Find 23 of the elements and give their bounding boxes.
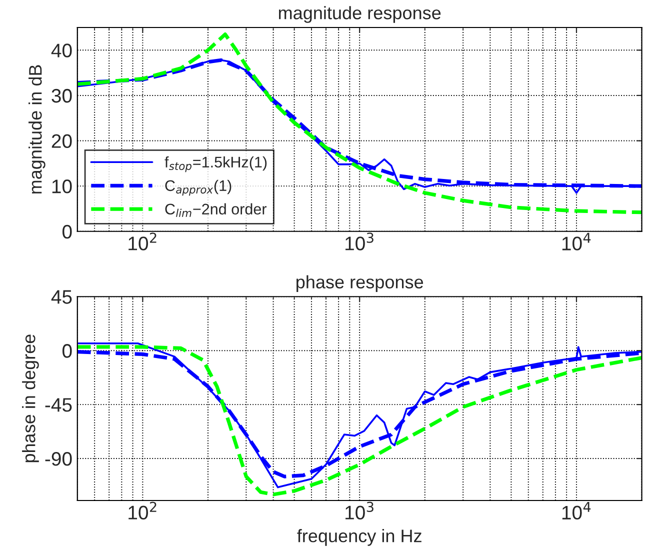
x-tick-label: 10$^{4}$: [562, 502, 591, 520]
y-tick-label: 20: [52, 134, 72, 148]
y-tick-label: 0: [62, 344, 72, 358]
y-tick-label: 0: [62, 224, 72, 239]
chart-title: magnitude response: [278, 6, 441, 23]
x-tick-label: 10$^{3}$: [346, 502, 374, 520]
x-tick-label: 10$^{2}$: [128, 232, 156, 250]
x-tick-label: 10$^{4}$: [562, 232, 591, 250]
y-tick-label: -45: [45, 398, 72, 412]
y-tick-label: 30: [52, 88, 72, 103]
y-tick-label: 40: [51, 44, 72, 58]
legend-label: C$_{lim}$−2nd order: [165, 203, 267, 217]
y-axis-title: phase in degree: [22, 334, 39, 462]
y-tick-label: 10: [52, 180, 72, 194]
y-axis-title: magnitude in dB: [28, 65, 46, 194]
chart-title: phase response: [296, 275, 424, 292]
legend-label: C$_{approx}$(1): [165, 180, 232, 196]
y-tick-label: 45: [51, 290, 72, 304]
x-axis-title: frequency in Hz: [297, 529, 422, 546]
y-tick-label: -90: [45, 452, 72, 466]
x-tick-label: 10$^{2}$: [128, 502, 156, 520]
legend-label: f$_{stop}$=1.5kHz(1): [164, 156, 267, 172]
x-tick-label: 10$^{3}$: [346, 232, 374, 250]
